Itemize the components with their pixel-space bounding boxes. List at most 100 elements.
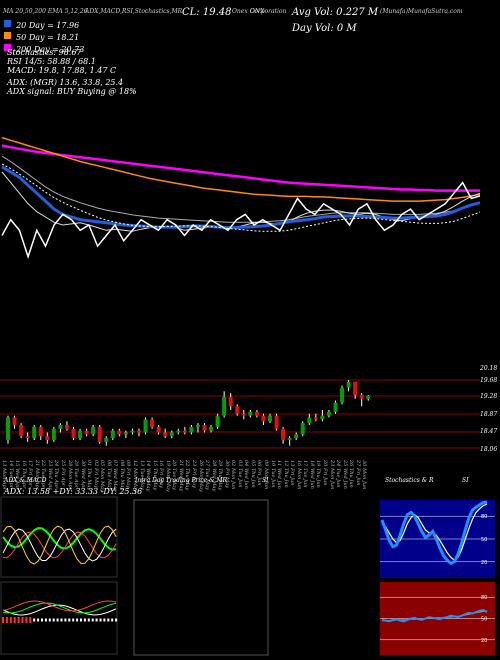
date-tick: 16 Mon Jun (295, 460, 302, 490)
date-tick: 14 Wed May (145, 460, 152, 492)
date-tick: 01 Thu May (86, 460, 93, 491)
macd-histogram-bar (37, 618, 40, 622)
price-tick: 18.47 (480, 428, 498, 435)
candle (84, 428, 89, 437)
candle-body (130, 430, 135, 433)
candle (143, 417, 148, 435)
candle (254, 410, 259, 418)
candle (333, 400, 338, 414)
candle (110, 428, 115, 440)
candle-body (313, 417, 318, 420)
candle (97, 425, 102, 444)
candle-body (6, 417, 10, 440)
candle (235, 404, 240, 416)
candle (176, 428, 181, 435)
macd-histogram-bar (95, 618, 98, 622)
candle-body (195, 425, 200, 427)
candle (25, 432, 30, 442)
adx-panel-title: ADX & MACD (4, 477, 47, 484)
candle-body (84, 430, 89, 435)
candle (123, 430, 128, 439)
stoch-scale-label: 50 (481, 537, 487, 543)
macd-histogram-bar (83, 618, 86, 622)
macd-histogram-bar (103, 618, 106, 622)
date-tick: 18 Wed Jun (308, 460, 315, 489)
macd-histogram-bar (64, 618, 67, 622)
candle (241, 410, 246, 420)
macd-histogram-bar (68, 618, 71, 622)
candle-body (97, 426, 102, 442)
date-tick: 30 Mon Jun (361, 460, 368, 490)
adx-line (2, 527, 117, 551)
date-tick: 04 Wed Jun (243, 460, 250, 489)
candle (261, 413, 266, 425)
rsi-signal-line (382, 610, 488, 622)
rsi-scale-label: 80 (481, 595, 487, 601)
date-tick: 16 Thu Apr (20, 460, 27, 489)
macd-histogram-bar (41, 618, 43, 622)
macd-histogram-bar (87, 618, 90, 622)
candle (340, 385, 345, 405)
date-tick: 14 Tue Apr (7, 460, 14, 489)
candle (137, 428, 141, 437)
stoch-panel-si: SI (462, 477, 469, 484)
price-tick: 20.18 (480, 365, 498, 372)
date-tick: 23 Wed Apr (46, 460, 53, 490)
candle (209, 425, 214, 433)
adx-panel-frame (0, 496, 118, 578)
candle-body (300, 423, 305, 435)
mr-panel-frame (133, 499, 269, 656)
ma50-swatch (4, 32, 11, 39)
ma200-line (1, 144, 480, 192)
macd-histogram-bar (44, 618, 47, 622)
ma20-swatch (4, 20, 11, 27)
price-tick: 18.06 (480, 446, 498, 453)
candle-body (248, 411, 253, 416)
candle-body (274, 415, 279, 429)
candle-body (307, 417, 312, 424)
candle-body (202, 425, 207, 431)
ema12-line (1, 155, 481, 223)
candle (117, 428, 122, 437)
rsi-scale-label: 20 (481, 638, 487, 644)
candle (294, 432, 299, 440)
date-tick: 03 Tue Jun (236, 460, 243, 488)
candle-body (143, 419, 148, 433)
candle-body (326, 411, 331, 416)
date-tick: 30 Wed Apr (79, 460, 86, 490)
date-tick: 11 Wed Jun (276, 460, 283, 489)
close-price-label: CL: 19.48 (182, 7, 232, 18)
candle-body (222, 396, 227, 416)
date-tick: 21 Mon Apr (33, 460, 40, 491)
main-chart (0, 136, 481, 449)
rsi-value: RSI 14/5: 58.88 / 68.1 (7, 57, 96, 66)
macd-histogram-bar (99, 618, 102, 622)
ma200-label: 200 Day = 20.73 (16, 45, 85, 54)
candle-body (340, 387, 345, 403)
candle-body (38, 426, 43, 437)
candle (71, 426, 76, 440)
candle-body (45, 436, 50, 440)
macd-histogram-bar (91, 618, 94, 622)
date-tick: 22 Tue Apr (40, 460, 47, 489)
candle-body (123, 432, 128, 435)
candle (366, 395, 371, 401)
candle-body (91, 426, 96, 435)
candle (202, 423, 207, 433)
date-tick: 19 Mon May (164, 460, 171, 492)
candle-body (235, 406, 240, 414)
date-tick: 28 Wed May (210, 460, 217, 492)
mr-panel-si: SI (262, 477, 269, 484)
candle-body (58, 425, 63, 429)
date-tick: 25 Wed Jun (341, 460, 348, 489)
candle-body (268, 415, 272, 422)
date-tick: 05 Thu Jun (249, 460, 256, 488)
candle-body (346, 381, 351, 388)
macd-histogram-bar (111, 618, 114, 622)
date-tick: 22 Thu May (184, 460, 191, 491)
adx-line (2, 528, 117, 562)
candle (182, 426, 187, 435)
candle (64, 421, 69, 431)
date-tick: 26 Thu Jun (348, 460, 355, 488)
candle (189, 425, 194, 435)
